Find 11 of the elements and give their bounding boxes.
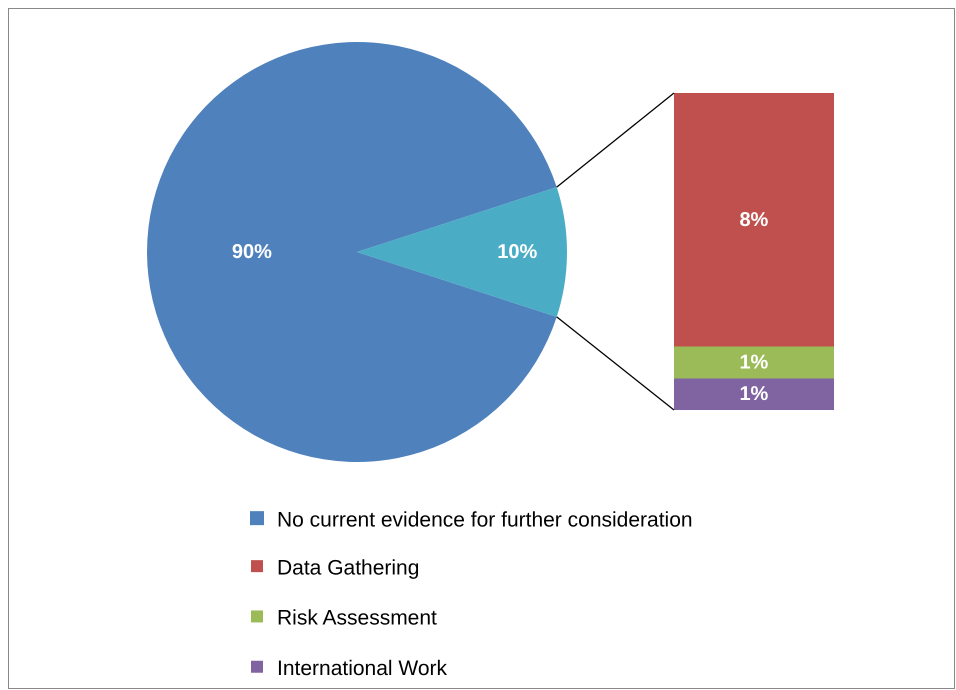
legend-label: Risk Assessment [277,606,438,630]
data-label: 8% [739,208,769,231]
pie-slice [147,42,557,462]
pie-slice [357,187,567,317]
data-label: 1% [739,383,769,406]
data-label: 90% [232,241,272,263]
legend-label: International Work [277,656,448,680]
legend-label: No current evidence for further consideration [277,508,693,532]
data-label: 1% [739,351,769,374]
data-label: 10% [497,241,538,263]
legend-label: Data Gathering [277,556,420,580]
